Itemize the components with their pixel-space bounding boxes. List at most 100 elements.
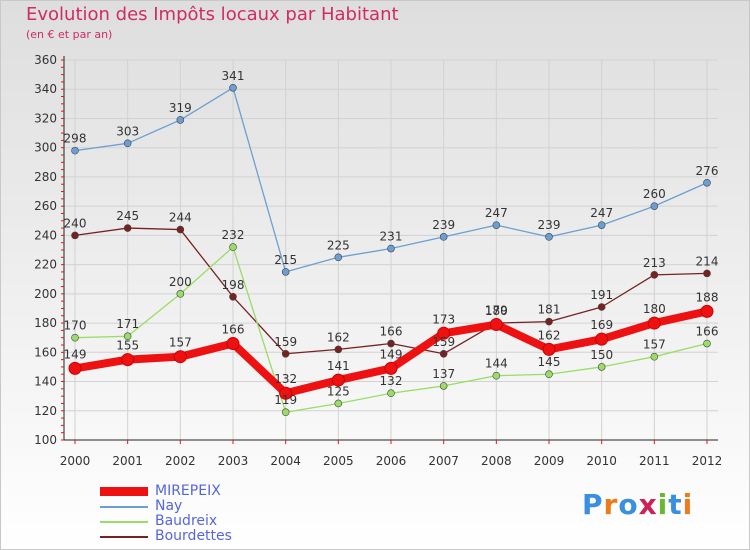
data-point-mirepeix — [595, 332, 609, 346]
data-label-mirepeix: 166 — [222, 323, 245, 337]
data-point-nay — [703, 178, 711, 187]
data-label-baudreix: 150 — [590, 348, 613, 362]
data-point-baudreix — [387, 389, 395, 398]
data-point-baudreix — [439, 382, 448, 390]
x-tick-label: 2009 — [534, 454, 565, 468]
legend-swatch-baudreix — [100, 521, 148, 523]
data-label-mirepeix: 155 — [116, 339, 139, 353]
data-point-baudreix — [650, 352, 659, 361]
data-label-baudreix: 137 — [432, 367, 455, 381]
data-label-bourdettes: 213 — [643, 256, 666, 270]
data-label-mirepeix: 132 — [274, 372, 297, 386]
data-label-nay: 341 — [222, 69, 245, 83]
x-tick-label: 2011 — [639, 454, 670, 468]
data-label-baudreix: 125 — [327, 384, 350, 398]
data-point-nay — [545, 233, 553, 241]
data-point-mirepeix — [384, 361, 398, 375]
data-label-nay: 276 — [696, 164, 719, 178]
x-tick-label: 2012 — [692, 454, 723, 468]
x-tick-label: 2006 — [376, 454, 407, 468]
data-point-baudreix — [229, 243, 237, 251]
data-label-mirepeix: 149 — [380, 347, 403, 361]
data-point-mirepeix — [700, 304, 714, 318]
data-point-baudreix — [545, 370, 553, 379]
data-point-bourdettes — [281, 349, 290, 358]
data-point-mirepeix — [68, 361, 82, 375]
data-label-mirepeix: 162 — [538, 328, 561, 342]
chart-subtitle: (en € et par an) — [26, 28, 113, 41]
data-label-bourdettes: 191 — [590, 288, 613, 302]
x-tick-label: 2002 — [165, 454, 196, 468]
y-tick-label: 280 — [34, 170, 57, 184]
data-point-nay — [281, 268, 290, 276]
data-point-baudreix — [71, 333, 79, 342]
data-point-bourdettes — [545, 317, 553, 326]
data-label-nay: 247 — [485, 206, 508, 220]
data-point-bourdettes — [176, 225, 185, 234]
data-label-baudreix: 132 — [380, 374, 403, 388]
data-label-mirepeix: 173 — [432, 312, 455, 326]
y-tick-label: 160 — [34, 345, 57, 359]
data-point-mirepeix — [647, 316, 661, 330]
data-label-nay: 303 — [116, 124, 139, 138]
chart-title: Evolution des Impôts locaux par Habitant — [26, 4, 399, 25]
data-label-baudreix: 170 — [64, 319, 87, 333]
data-label-nay: 239 — [432, 218, 455, 232]
data-point-baudreix — [492, 371, 501, 380]
y-tick-label: 260 — [34, 199, 57, 213]
data-label-bourdettes: 159 — [432, 335, 455, 349]
data-label-mirepeix: 179 — [485, 304, 508, 318]
data-point-baudreix — [334, 399, 343, 408]
x-tick-label: 2008 — [481, 454, 512, 468]
data-point-nay — [650, 202, 659, 210]
data-label-baudreix: 200 — [169, 275, 192, 289]
data-point-bourdettes — [439, 349, 448, 358]
y-tick-label: 200 — [34, 287, 57, 301]
data-point-nay — [492, 221, 501, 229]
data-point-mirepeix — [331, 373, 345, 387]
data-point-baudreix — [597, 363, 606, 371]
data-point-mirepeix — [173, 350, 187, 364]
data-label-nay: 260 — [643, 187, 666, 201]
data-point-bourdettes — [650, 271, 659, 279]
data-label-bourdettes: 159 — [274, 335, 297, 349]
legend-label-baudreix: Baudreix — [155, 513, 218, 529]
data-label-bourdettes: 245 — [116, 209, 139, 223]
data-label-bourdettes: 180 — [485, 304, 508, 318]
data-point-nay — [176, 116, 185, 124]
data-label-baudreix: 166 — [696, 325, 719, 339]
data-label-baudreix: 232 — [222, 228, 245, 242]
data-point-nay — [387, 244, 395, 253]
data-point-nay — [71, 146, 79, 155]
data-label-baudreix: 171 — [116, 317, 139, 331]
data-label-nay: 215 — [274, 253, 297, 267]
y-tick-label: 220 — [34, 258, 57, 272]
data-point-baudreix — [176, 290, 185, 298]
x-tick-label: 2000 — [60, 454, 91, 468]
data-point-mirepeix — [437, 326, 451, 340]
proxiti-logo: Proxiti — [582, 488, 694, 521]
data-point-nay — [597, 221, 606, 229]
legend-label-nay: Nay — [155, 498, 183, 514]
data-label-mirepeix: 141 — [327, 359, 350, 373]
data-label-nay: 225 — [327, 238, 350, 252]
data-label-bourdettes: 181 — [538, 303, 561, 317]
data-point-bourdettes — [71, 231, 79, 240]
data-label-mirepeix: 180 — [643, 302, 666, 316]
data-point-mirepeix — [279, 386, 293, 400]
data-label-mirepeix: 149 — [64, 347, 87, 361]
data-point-nay — [123, 139, 132, 148]
data-point-baudreix — [703, 339, 711, 348]
data-point-bourdettes — [334, 345, 343, 354]
data-label-baudreix: 144 — [485, 357, 508, 371]
y-tick-label: 120 — [34, 404, 57, 418]
legend-swatch-nay — [100, 506, 148, 508]
data-point-mirepeix — [489, 318, 503, 332]
legend-label-mirepeix: MIREPEIX — [155, 483, 221, 499]
y-tick-label: 140 — [34, 375, 57, 389]
data-point-baudreix — [281, 408, 290, 417]
data-label-mirepeix: 188 — [696, 290, 719, 304]
x-tick-label: 2003 — [218, 454, 249, 468]
